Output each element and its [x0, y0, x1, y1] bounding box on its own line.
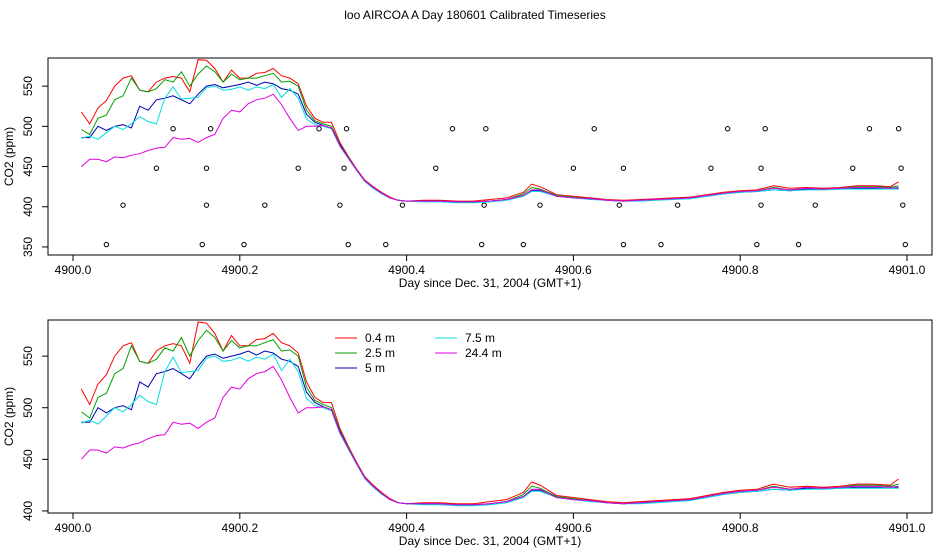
panel2-x-tick-label: 4900.2: [221, 521, 258, 535]
panel2-plot-frame: [47, 319, 933, 514]
panel1-series-line-0-4-m: [80, 59, 899, 202]
panel1-data-point: [383, 241, 389, 248]
panel1-data-point: [795, 241, 802, 248]
panel1-x-tick-label: 4900.8: [722, 263, 759, 277]
panel1-x-tick-label: 4900.2: [221, 263, 258, 277]
panel1-data-point: [203, 165, 210, 171]
panel1-data-point: [483, 126, 489, 132]
panel1-data-point: [658, 241, 664, 248]
panel1-data-point: [724, 126, 731, 132]
panel1-data-point: [153, 165, 160, 171]
panel2-y-tick-label: 500: [21, 397, 35, 417]
panel1-data-point: [850, 165, 856, 171]
panel1-y-tick-label: 350: [21, 237, 35, 257]
panel2-series-line-24-4-m: [81, 365, 899, 506]
panel1-data-point: [103, 241, 110, 248]
panel1-y-axis-label: CO2 (ppm): [2, 127, 16, 186]
panel1-x-tick-label: 4900.4: [388, 263, 425, 277]
panel2-x-tick-label: 4900.0: [55, 521, 92, 535]
panel1-plot-frame: [47, 57, 933, 256]
panel1-data-point: [345, 241, 351, 248]
panel1-y-tick-label: 500: [21, 116, 35, 136]
panel2-x-tick-label: 4901.0: [889, 521, 926, 535]
panel1-data-point: [199, 241, 205, 248]
chart-title: loo AIRCOA A Day 180601 Calibrated Times…: [344, 8, 606, 22]
panel1-data-point: [241, 241, 247, 248]
panel1-x-tick-label: 4900.0: [55, 263, 92, 277]
panel1-data-point: [520, 241, 527, 248]
panel1-data-point: [620, 241, 627, 248]
panel1-data-point: [316, 126, 322, 132]
panel1-data-point: [754, 241, 760, 248]
panel1-data-point: [616, 202, 622, 208]
panel2-series-line-0-4-m: [80, 321, 899, 505]
panel2-x-tick-label: 4900.8: [722, 521, 759, 535]
panel1-data-point: [337, 202, 343, 208]
panel1-y-tick-label: 450: [21, 156, 35, 176]
panel1-data-point: [570, 165, 577, 171]
panel1-data-point: [762, 126, 768, 132]
panel1-data-point: [262, 202, 268, 208]
panel1-data-point: [758, 202, 764, 208]
panel1-data-point: [812, 202, 818, 208]
panel1-data-point: [895, 126, 902, 132]
panel2-y-tick-label: 400: [21, 501, 35, 521]
panel1-data-point: [481, 202, 487, 208]
panel1-x-tick-label: 4901.0: [889, 263, 926, 277]
panel1-data-point: [902, 241, 909, 248]
panel1-x-axis-label: Day since Dec. 31, 2004 (GMT+1): [399, 276, 581, 290]
legend-label-24-4-m: 24.4 m: [465, 346, 502, 360]
panel1-data-point: [537, 202, 543, 208]
panel1-x-tick-label: 4900.6: [555, 263, 592, 277]
legend-label-7-5-m: 7.5 m: [465, 331, 495, 345]
panel2-series-line-5-m: [81, 350, 899, 506]
panel1-data-point: [399, 202, 406, 208]
panel2-y-axis-label: CO2 (ppm): [2, 387, 16, 446]
legend-label-2-5-m: 2.5 m: [365, 346, 395, 360]
panel1-series-line-2-5-m: [81, 65, 899, 203]
panel2-x-axis-label: Day since Dec. 31, 2004 (GMT+1): [399, 534, 581, 548]
panel2-y-tick-label: 450: [21, 449, 35, 469]
panel1-y-tick-label: 550: [21, 76, 35, 96]
legend-label-5-m: 5 m: [365, 361, 385, 375]
panel1-data-point: [203, 202, 210, 208]
panel2-series-line-7-5-m: [81, 353, 899, 507]
panel1-data-point: [343, 126, 350, 132]
panel1-data-point: [866, 126, 873, 132]
panel1-data-point: [433, 165, 439, 171]
panel1-data-point: [708, 165, 714, 171]
panel1-data-point: [478, 241, 485, 248]
panel1-data-point: [674, 202, 681, 208]
panel2-x-tick-label: 4900.6: [555, 521, 592, 535]
panel1-series-line-24-4-m: [81, 93, 899, 203]
panel1-series-line-7-5-m: [81, 83, 899, 204]
panel2-x-tick-label: 4900.4: [388, 521, 425, 535]
panel1-data-point: [295, 165, 301, 171]
panel1-data-point: [120, 202, 126, 208]
panel1-data-point: [900, 202, 906, 208]
panel1-data-point: [341, 165, 347, 171]
panel1-data-point: [898, 165, 904, 171]
panel1-data-point: [449, 126, 456, 132]
panel1-data-point: [758, 165, 764, 171]
panel1-data-point: [620, 165, 627, 171]
panel1-data-point: [207, 126, 214, 132]
panel1-series-line-5-m: [81, 81, 899, 203]
panel1-y-tick-label: 400: [21, 196, 35, 216]
panel2-y-tick-label: 550: [21, 346, 35, 366]
panel1-data-point: [170, 126, 176, 132]
legend-label-0-4-m: 0.4 m: [365, 331, 395, 345]
panel1-data-point: [591, 126, 597, 132]
